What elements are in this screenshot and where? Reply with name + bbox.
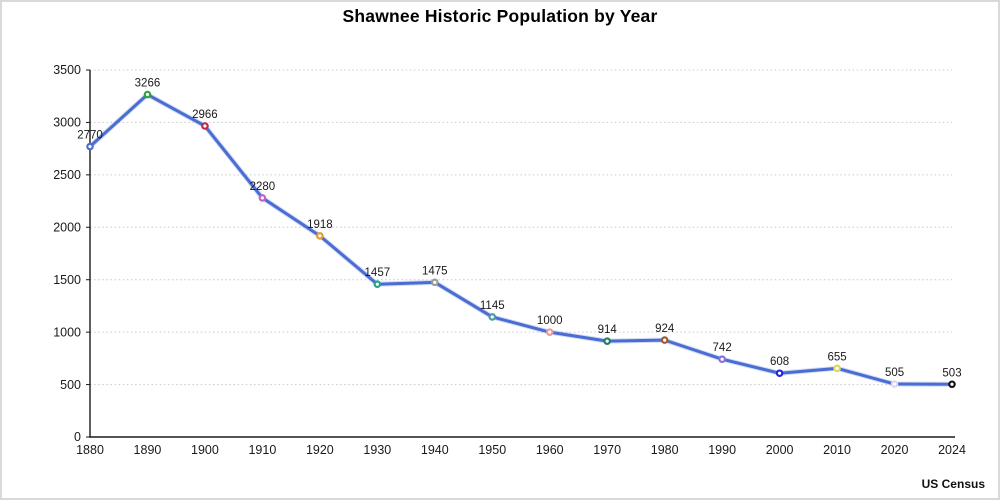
y-tick-label: 2500 <box>53 168 81 182</box>
x-tick-label: 2010 <box>823 443 851 457</box>
data-point-label: 1918 <box>307 219 333 231</box>
data-point-label: 742 <box>713 342 732 354</box>
x-tick-label: 2024 <box>938 443 966 457</box>
x-tick-label: 1960 <box>536 443 564 457</box>
x-tick-label: 1920 <box>306 443 334 457</box>
data-point-marker <box>545 328 554 336</box>
data-point-marker <box>890 380 899 388</box>
y-tick-label: 1500 <box>53 273 81 287</box>
x-tick-label: 2020 <box>881 443 909 457</box>
x-tick-label: 1880 <box>76 443 104 457</box>
data-point-marker <box>258 194 267 202</box>
data-point-marker <box>948 380 956 389</box>
data-point-label: 1475 <box>422 265 448 277</box>
data-point-label: 503 <box>942 367 961 379</box>
data-point-label: 2280 <box>250 181 276 193</box>
x-tick-label: 1900 <box>191 443 219 457</box>
chart-title: Shawnee Historic Population by Year <box>342 6 658 26</box>
series-line <box>88 93 954 386</box>
data-point-marker <box>603 337 612 345</box>
y-tick-label: 3000 <box>53 116 81 130</box>
data-point-label: 505 <box>885 367 904 379</box>
y-tick-label: 1000 <box>53 325 81 339</box>
x-tick-label: 1980 <box>651 443 679 457</box>
y-tick-label: 500 <box>60 378 81 392</box>
data-point-label: 924 <box>655 323 675 335</box>
data-point-label: 2770 <box>77 130 103 142</box>
data-point-label: 1000 <box>537 315 563 327</box>
data-point-label: 1457 <box>365 267 391 279</box>
x-tick-label: 2000 <box>766 443 794 457</box>
y-tick-label: 2000 <box>53 220 81 234</box>
x-tick-label: 1890 <box>134 443 162 457</box>
x-tick-label: 1930 <box>363 443 391 457</box>
data-point-label: 914 <box>598 324 618 336</box>
data-point-marker <box>316 232 324 240</box>
data-point-label: 3266 <box>135 78 161 90</box>
x-tick-label: 1940 <box>421 443 449 457</box>
data-point-marker <box>833 364 841 373</box>
data-point-marker <box>660 336 669 344</box>
source-label: US Census <box>921 477 985 491</box>
data-point-marker <box>775 369 784 378</box>
y-tick-label: 3500 <box>53 63 81 77</box>
data-point-marker <box>718 355 726 363</box>
data-point-marker <box>201 122 209 130</box>
data-point-marker <box>373 280 382 289</box>
data-point-label: 1145 <box>480 300 505 312</box>
x-tick-label: 1910 <box>248 443 276 457</box>
x-tick-label: 1990 <box>708 443 736 457</box>
data-point-marker <box>86 142 94 151</box>
x-tick-label: 1950 <box>478 443 506 457</box>
data-point-label: 655 <box>827 351 846 363</box>
data-point-label: 608 <box>770 356 789 368</box>
x-tick-label: 1970 <box>593 443 621 457</box>
data-point-marker <box>143 90 152 99</box>
data-point-marker <box>430 278 439 287</box>
data-point-label: 2966 <box>192 109 218 121</box>
y-tick-label: 0 <box>74 430 81 444</box>
data-point-marker <box>488 313 497 321</box>
series-line-halo <box>87 92 955 387</box>
